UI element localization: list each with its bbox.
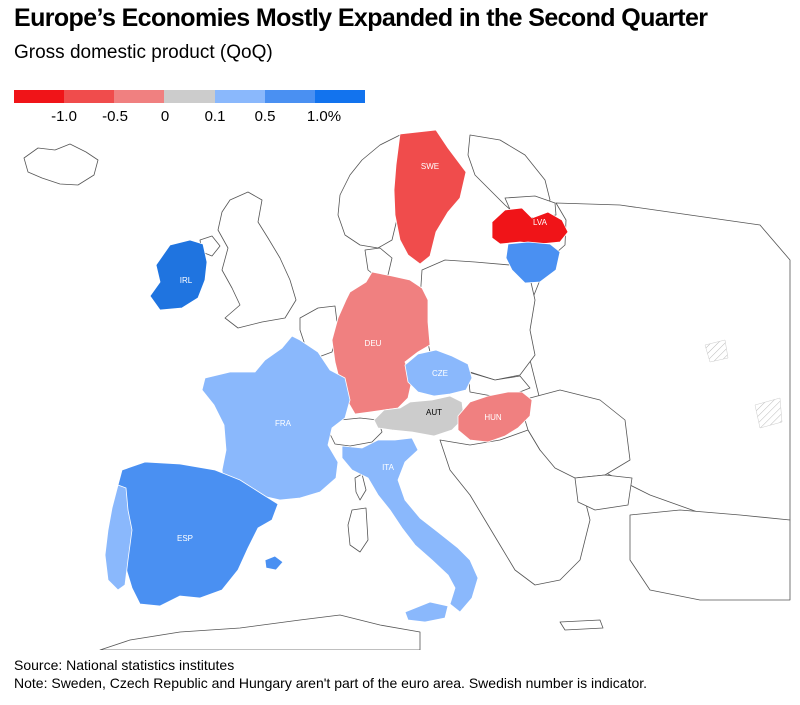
legend-label: 0.1 — [204, 108, 226, 125]
iceland-shape — [23, 143, 99, 186]
country-irl — [149, 239, 208, 311]
europe-map: SWE LVA IRL DEU CZE AUT HUN FRA ITA ESP — [23, 129, 791, 650]
bulgaria-shape — [574, 474, 633, 511]
country-hun — [457, 391, 533, 443]
disputed-area-hatch — [754, 397, 783, 429]
uk-shape — [217, 191, 297, 329]
balkans-shape — [439, 429, 591, 586]
legend-swatch-4 — [164, 90, 215, 103]
disputed-area-hatch — [704, 339, 729, 363]
country-ita-sicily — [404, 601, 449, 623]
country-prt — [104, 484, 133, 591]
label-irl: IRL — [180, 276, 193, 285]
legend-swatch-3 — [114, 90, 165, 103]
label-fra: FRA — [275, 419, 292, 428]
color-legend — [14, 90, 365, 103]
crete-shape — [559, 619, 604, 631]
country-esp-balearic — [264, 555, 284, 571]
country-cze — [404, 349, 473, 397]
legend-swatch-5 — [214, 90, 265, 103]
label-aut: AUT — [426, 408, 442, 417]
legend-label: 0 — [160, 108, 170, 125]
legend-swatch-2 — [64, 90, 115, 103]
corsica-shape — [354, 473, 367, 501]
country-lva — [491, 207, 569, 245]
benelux-shape — [299, 305, 339, 359]
label-ita: ITA — [382, 463, 395, 472]
chart-title: Europe’s Economies Mostly Expanded in th… — [14, 4, 708, 32]
country-ltu — [505, 241, 561, 284]
slovakia-shape — [467, 371, 531, 397]
country-ita — [341, 437, 479, 613]
turkey-shape — [629, 509, 791, 601]
country-fra — [201, 335, 351, 501]
label-swe: SWE — [421, 162, 439, 171]
switzerland-shape — [327, 417, 383, 447]
legend-swatch-6 — [264, 90, 315, 103]
legend-label: 0.5 — [254, 108, 276, 125]
legend-swatch-7 — [314, 90, 365, 103]
chart-subtitle: Gross domestic product (QoQ) — [14, 42, 273, 63]
north-africa-shape — [99, 614, 421, 650]
label-cze: CZE — [432, 369, 448, 378]
sardinia-shape — [347, 507, 369, 553]
legend-swatch-1 — [14, 90, 65, 103]
label-hun: HUN — [484, 413, 502, 422]
source-note: Source: National statistics institutes — [14, 657, 235, 673]
footnote: Note: Sweden, Czech Republic and Hungary… — [14, 675, 648, 691]
legend-labels: -1.0 -0.5 0 0.1 0.5 1.0% — [14, 108, 374, 128]
label-lva: LVA — [533, 218, 548, 227]
legend-label: -0.5 — [102, 108, 128, 125]
country-swe — [393, 129, 467, 265]
legend-label: -1.0 — [51, 108, 77, 125]
label-esp: ESP — [177, 534, 193, 543]
label-deu: DEU — [365, 339, 382, 348]
legend-label: 1.0% — [306, 108, 342, 125]
